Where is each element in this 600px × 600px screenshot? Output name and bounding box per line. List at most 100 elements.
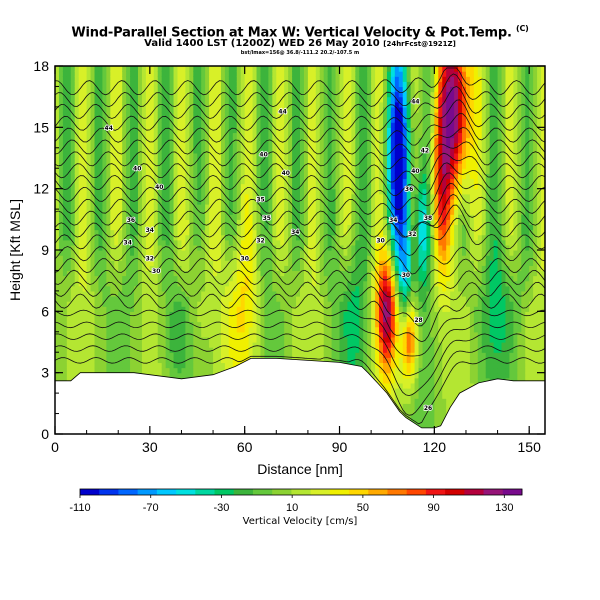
velocity-cell xyxy=(276,234,281,241)
velocity-cell xyxy=(169,178,175,185)
velocity-cell xyxy=(173,173,179,180)
velocity-cell xyxy=(110,352,115,358)
velocity-cell xyxy=(248,316,254,323)
velocity-cell xyxy=(110,336,115,343)
velocity-cell xyxy=(181,244,186,251)
velocity-cell xyxy=(327,347,333,353)
velocity-cell xyxy=(173,117,179,123)
velocity-cell xyxy=(181,209,186,215)
velocity-cell xyxy=(209,183,214,190)
velocity-cell xyxy=(161,122,167,128)
velocity-cell xyxy=(189,101,194,108)
velocity-cell xyxy=(236,173,242,180)
velocity-cell xyxy=(315,152,321,159)
velocity-cell xyxy=(205,137,210,144)
velocity-cell xyxy=(110,66,115,72)
velocity-cell xyxy=(62,76,68,82)
velocity-cell xyxy=(288,101,293,108)
velocity-cell xyxy=(102,152,107,159)
velocity-cell xyxy=(118,152,123,159)
velocity-cell xyxy=(296,106,301,113)
velocity-cell xyxy=(106,326,111,333)
velocity-cell xyxy=(272,188,277,195)
velocity-cell xyxy=(205,321,210,328)
velocity-cell xyxy=(165,76,171,82)
velocity-cell xyxy=(315,285,321,292)
velocity-cell xyxy=(288,347,293,353)
velocity-cell xyxy=(268,290,273,297)
velocity-cell xyxy=(307,117,313,123)
velocity-cell xyxy=(280,290,285,297)
velocity-cell xyxy=(141,76,147,82)
velocity-cell xyxy=(90,275,96,282)
velocity-cell xyxy=(319,91,325,98)
velocity-cell xyxy=(78,132,84,139)
velocity-cell xyxy=(86,347,92,353)
velocity-cell xyxy=(292,321,297,328)
velocity-cell xyxy=(86,260,92,266)
velocity-cell xyxy=(284,321,289,328)
velocity-cell xyxy=(220,137,226,144)
velocity-cell xyxy=(153,244,159,251)
velocity-cell xyxy=(315,86,321,93)
velocity-cell xyxy=(114,239,119,246)
velocity-cell xyxy=(201,229,206,236)
velocity-cell xyxy=(193,117,198,123)
velocity-cell xyxy=(153,347,159,353)
velocity-cell xyxy=(240,290,246,297)
velocity-cell xyxy=(272,137,277,144)
velocity-cell xyxy=(149,275,155,282)
velocity-cell xyxy=(173,285,179,292)
velocity-cell xyxy=(201,372,206,379)
velocity-cell xyxy=(260,101,266,108)
velocity-cell xyxy=(130,229,135,236)
velocity-cell xyxy=(181,342,186,348)
velocity-cell xyxy=(165,204,171,210)
velocity-cell xyxy=(193,66,198,72)
velocity-cell xyxy=(323,142,329,149)
velocity-cell xyxy=(126,193,131,200)
velocity-cell xyxy=(177,244,183,251)
velocity-cell xyxy=(94,163,100,169)
velocity-cell xyxy=(134,331,139,338)
velocity-cell xyxy=(280,306,285,312)
velocity-cell xyxy=(213,137,218,144)
velocity-cell xyxy=(161,81,167,88)
velocity-cell xyxy=(292,326,297,333)
velocity-cell xyxy=(209,117,214,123)
velocity-cell xyxy=(145,367,151,374)
velocity-cell xyxy=(94,270,100,277)
velocity-cell xyxy=(224,239,230,246)
velocity-cell xyxy=(137,270,143,277)
velocity-cell xyxy=(284,260,289,266)
velocity-cell xyxy=(252,311,258,318)
velocity-cell xyxy=(74,250,80,256)
velocity-cell xyxy=(94,275,100,282)
velocity-cell xyxy=(319,224,325,231)
velocity-cell xyxy=(173,275,179,282)
velocity-cell xyxy=(307,219,313,226)
velocity-cell xyxy=(244,117,250,123)
velocity-cell xyxy=(110,301,115,307)
velocity-cell xyxy=(102,168,107,174)
velocity-cell xyxy=(315,163,321,169)
velocity-cell xyxy=(110,367,115,374)
velocity-cell xyxy=(122,132,127,139)
velocity-cell xyxy=(236,163,242,169)
velocity-cell xyxy=(300,290,305,297)
velocity-cell xyxy=(311,101,317,108)
velocity-cell xyxy=(236,342,242,348)
velocity-cell xyxy=(169,81,175,88)
velocity-cell xyxy=(130,306,135,312)
velocity-cell xyxy=(74,86,80,93)
velocity-cell xyxy=(323,219,329,226)
velocity-cell xyxy=(157,173,163,180)
velocity-cell xyxy=(70,316,76,323)
velocity-cell xyxy=(244,152,250,159)
velocity-cell xyxy=(58,362,64,369)
velocity-cell xyxy=(272,224,277,231)
velocity-cell xyxy=(209,158,214,164)
velocity-cell xyxy=(193,362,198,369)
velocity-cell xyxy=(311,224,317,231)
velocity-cell xyxy=(244,214,250,220)
